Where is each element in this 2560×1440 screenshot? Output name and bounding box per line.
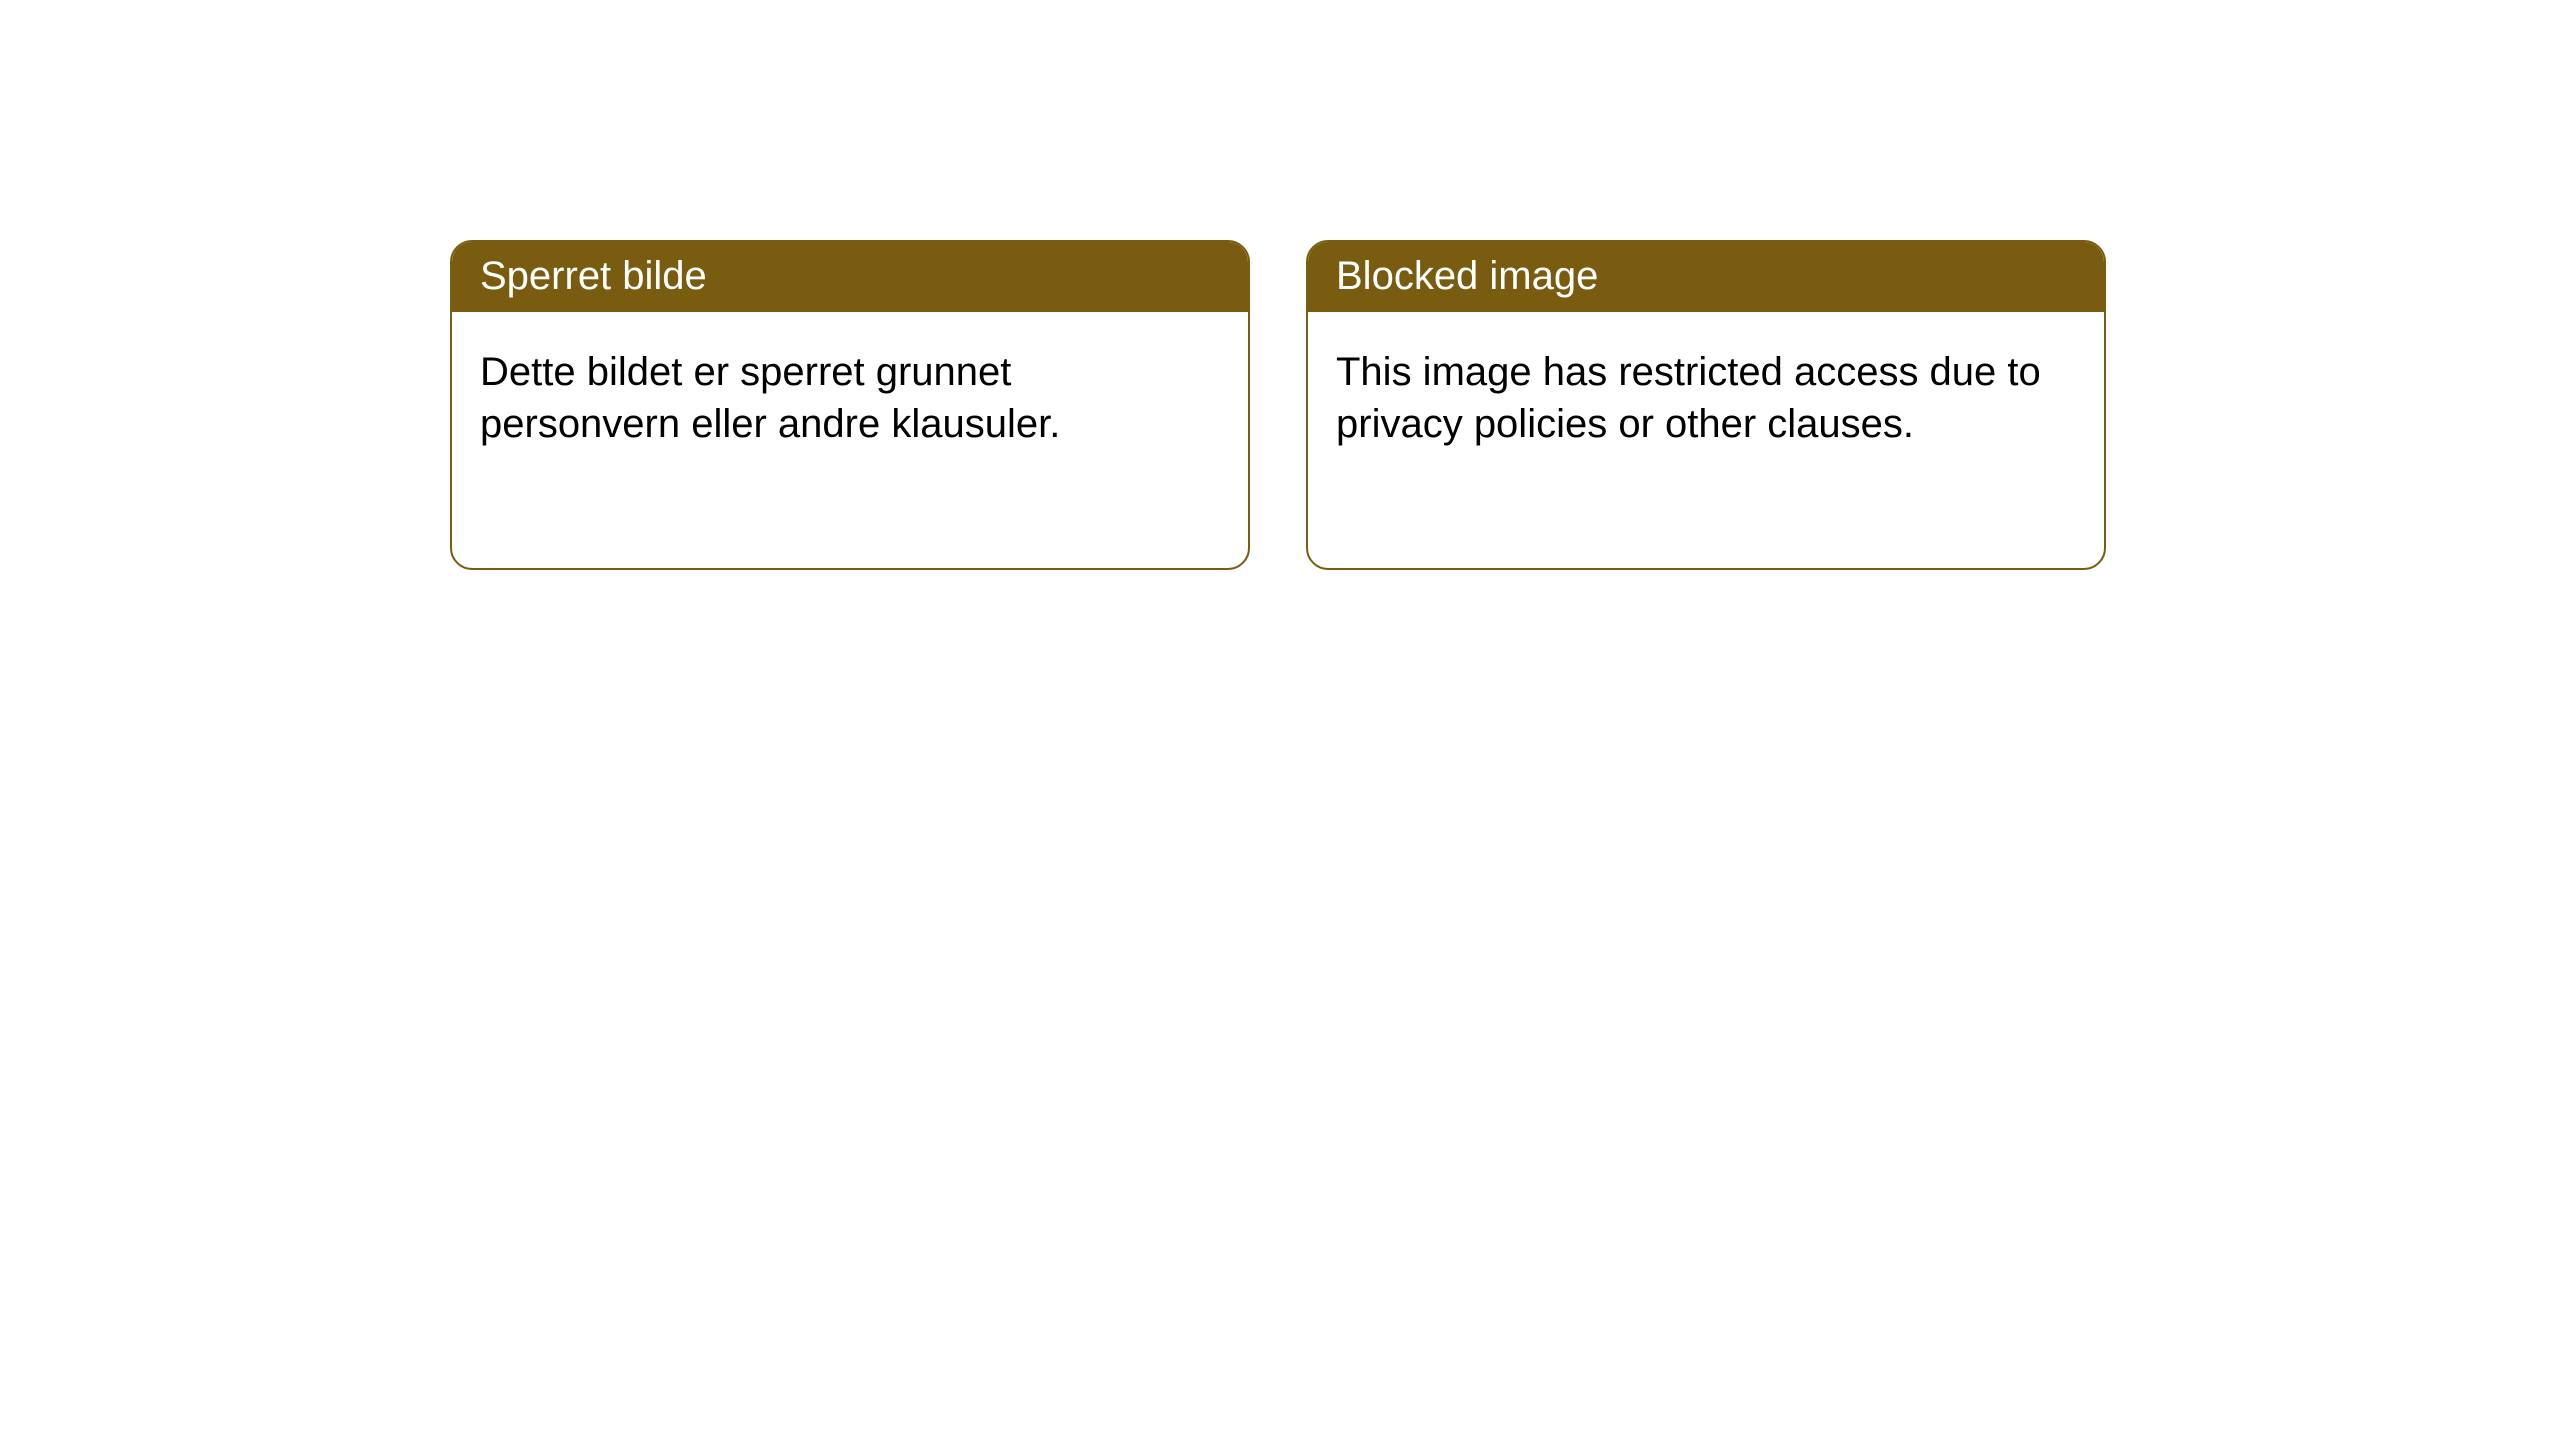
notice-card-body: This image has restricted access due to … xyxy=(1308,312,2104,478)
notice-body-text: This image has restricted access due to … xyxy=(1336,350,2041,446)
notice-cards-container: Sperret bilde Dette bildet er sperret gr… xyxy=(450,240,2560,570)
notice-card-header: Sperret bilde xyxy=(452,242,1248,312)
notice-title: Blocked image xyxy=(1336,254,1598,298)
notice-card-norwegian: Sperret bilde Dette bildet er sperret gr… xyxy=(450,240,1250,570)
notice-card-body: Dette bildet er sperret grunnet personve… xyxy=(452,312,1248,478)
notice-card-header: Blocked image xyxy=(1308,242,2104,312)
notice-card-english: Blocked image This image has restricted … xyxy=(1306,240,2106,570)
notice-title: Sperret bilde xyxy=(480,254,707,298)
notice-body-text: Dette bildet er sperret grunnet personve… xyxy=(480,350,1060,446)
